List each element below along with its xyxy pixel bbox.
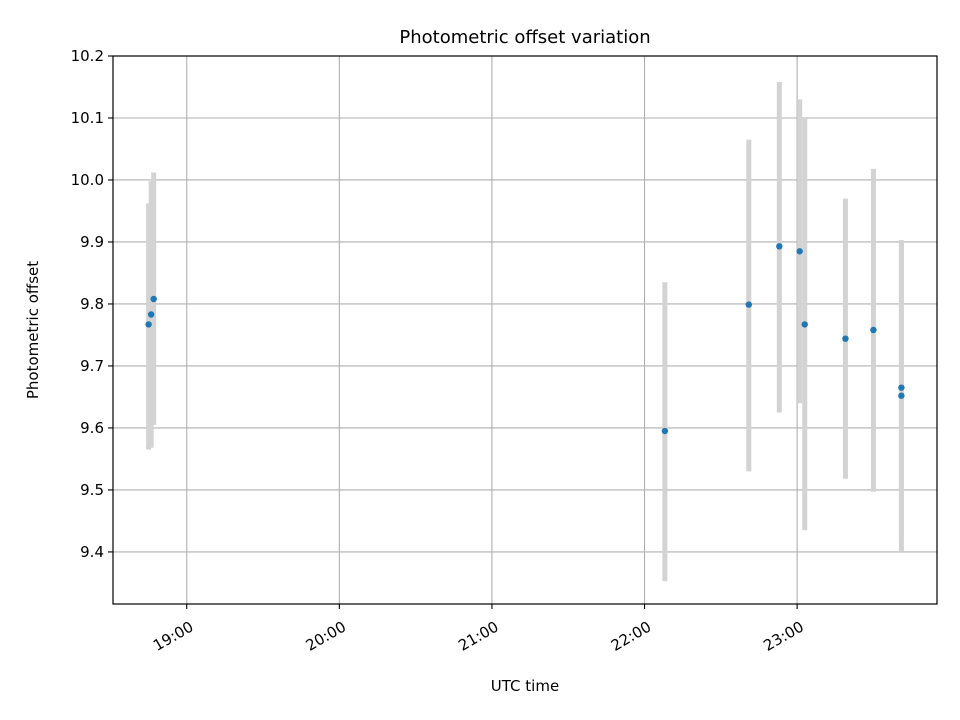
data-point <box>898 392 905 399</box>
data-point <box>796 248 803 255</box>
y-tick-label: 9.5 <box>80 481 104 499</box>
y-tick-label: 9.8 <box>80 295 104 313</box>
y-tick-label: 9.4 <box>80 543 104 561</box>
data-points <box>145 243 905 435</box>
data-point <box>145 321 152 328</box>
y-tick-label: 9.6 <box>80 419 104 437</box>
data-point <box>776 243 783 250</box>
data-point <box>150 295 157 303</box>
x-axis-label: UTC time <box>491 677 559 695</box>
y-axis-label: Photometric offset <box>24 261 42 399</box>
data-point <box>870 326 877 334</box>
data-point <box>745 301 753 308</box>
y-tick-label: 9.7 <box>80 357 104 375</box>
data-point <box>801 321 808 328</box>
data-point <box>147 311 155 318</box>
y-tick-label: 9.9 <box>80 233 104 251</box>
data-point <box>842 335 849 342</box>
data-point <box>661 427 669 435</box>
y-tick-label: 10.2 <box>71 47 104 65</box>
data-point <box>898 384 905 391</box>
y-tick-label: 10.1 <box>71 109 104 127</box>
y-tick-label: 10.0 <box>71 171 104 189</box>
chart-title: Photometric offset variation <box>399 27 650 48</box>
plot-frame <box>112 55 938 605</box>
